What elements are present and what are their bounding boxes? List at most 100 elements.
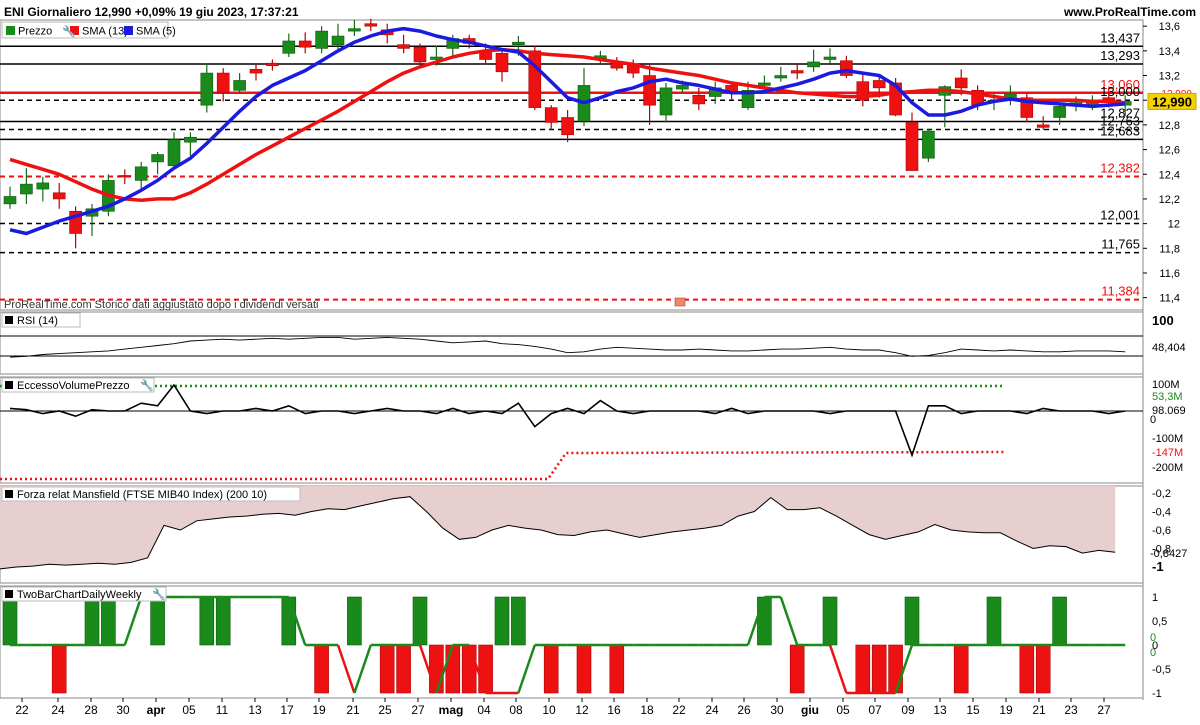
twobar-daily-bar	[84, 596, 100, 646]
legend-swatch	[70, 26, 79, 35]
candle-body	[52, 192, 66, 200]
candle-body	[430, 56, 443, 60]
twobar-weekly-segment	[418, 644, 438, 694]
candle-body	[36, 182, 50, 190]
twobar-daily-bar	[281, 596, 297, 646]
x-tick-label: 07	[868, 703, 882, 717]
candle-body	[134, 166, 148, 181]
candle-body	[331, 35, 345, 45]
twobar-last-label: 0	[1150, 647, 1156, 659]
x-tick-label: 15	[966, 703, 980, 717]
candle-body	[3, 196, 17, 205]
candle-body	[758, 82, 771, 86]
level-label: 11,384	[1101, 284, 1140, 299]
x-tick-label: 05	[182, 703, 196, 717]
twobar-daily-bar	[347, 596, 362, 646]
candle-body	[528, 50, 542, 108]
candle-body	[348, 28, 361, 32]
candle-body	[692, 94, 706, 105]
volume-last-label: -147M	[1152, 447, 1183, 459]
settings-icon: 🔧	[62, 24, 76, 38]
candle-body	[20, 183, 33, 195]
legend-swatch	[124, 26, 133, 35]
x-tick-label: 24	[51, 703, 65, 717]
site-label[interactable]: www.ProRealTime.com	[1063, 5, 1196, 19]
rsi-legend-label: RSI (14)	[17, 315, 58, 327]
x-tick-label: 22	[15, 703, 29, 717]
twobar-daily-bar	[150, 596, 165, 646]
twobar-daily-bar	[822, 596, 838, 646]
x-tick-label: 30	[770, 703, 784, 717]
x-tick-label: 24	[705, 703, 719, 717]
last-price-label: 12,990	[1152, 94, 1192, 109]
candle-body	[495, 53, 509, 73]
twobar-weekly-segment	[894, 644, 914, 694]
x-tick-label: 19	[999, 703, 1013, 717]
twobar-daily-bar	[478, 644, 493, 694]
price-tick-label: 12	[1168, 219, 1180, 231]
x-tick-label: 27	[411, 703, 425, 717]
candle-body	[676, 85, 689, 90]
level-label: 12,382	[1100, 160, 1140, 175]
twobar-daily-bar	[953, 644, 969, 694]
candle-body	[905, 122, 919, 171]
candle-body	[397, 44, 410, 49]
twobar-daily-bar	[1035, 644, 1051, 694]
candle-body	[315, 30, 328, 49]
volume-tick-label: 100M	[1152, 379, 1180, 391]
price-tick-label: 12,6	[1159, 145, 1180, 157]
x-tick-label: 09	[901, 703, 915, 717]
sma5-line	[9, 26, 1126, 236]
twobar-daily-bar	[445, 644, 461, 694]
twobar-panel-frame	[0, 585, 1144, 699]
twobar-daily-bar	[576, 644, 592, 694]
volume-settings-icon: 🔧	[140, 378, 154, 392]
rsi-legend-box	[1, 312, 81, 328]
x-tick-label: 17	[280, 703, 294, 717]
twobar-tick-label: -1	[1152, 688, 1162, 700]
twobar-daily-bar	[904, 596, 920, 646]
level-label: 13,437	[1100, 30, 1140, 45]
candle-body	[922, 130, 935, 159]
twobar-weekly-segment	[828, 644, 848, 694]
volume-legend-box	[1, 377, 155, 393]
twobar-daily-bar	[314, 644, 329, 694]
last-price-box	[1147, 92, 1197, 110]
candle-body	[184, 136, 197, 143]
candle-body	[790, 70, 804, 74]
candle-body	[282, 40, 296, 54]
volume-tick-label: -200M	[1152, 462, 1183, 474]
level-label: 13,293	[1100, 48, 1140, 63]
x-tick-label: apr	[147, 703, 166, 717]
twobar-daily-bar	[986, 596, 1002, 646]
candle-body	[840, 60, 853, 76]
mansfield-tick-label: -1	[1152, 559, 1164, 574]
candle-body	[233, 80, 246, 91]
twobar-weekly-segment	[336, 644, 356, 694]
twobar-legend-label: TwoBarChartDailyWeekly	[17, 589, 142, 601]
level-label: 12,683	[1100, 123, 1140, 138]
candle-body	[544, 107, 558, 123]
candle-body	[807, 61, 820, 68]
candle-body	[512, 41, 525, 45]
rsi-line	[9, 336, 1126, 358]
x-tick-label: 25	[378, 703, 392, 717]
volume-last-label: 0	[1150, 414, 1156, 426]
volume-tick-label: -100M	[1152, 433, 1183, 445]
price-tick-label: 11,8	[1159, 243, 1180, 255]
price-legend: Prezzo SMA (13) SMA (5) 🔧	[1, 21, 176, 39]
mansfield-tick-label: -0,8	[1152, 544, 1171, 556]
candle-body	[151, 154, 164, 163]
twobar-daily-bar	[494, 596, 510, 646]
candle-body	[823, 56, 837, 60]
mansfield-tick-label: -0,6	[1152, 525, 1171, 537]
x-tick-label: 18	[640, 703, 654, 717]
rsi-tick-label: 100	[1152, 313, 1174, 328]
x-tick-label: mag	[439, 703, 464, 717]
level-label: 12,001	[1100, 207, 1140, 222]
twobar-daily-bar	[379, 644, 395, 694]
twobar-tick-label: 0	[1152, 640, 1158, 652]
twobar-tick-label: 1	[1152, 592, 1158, 604]
twobar-daily-bar	[789, 644, 805, 694]
